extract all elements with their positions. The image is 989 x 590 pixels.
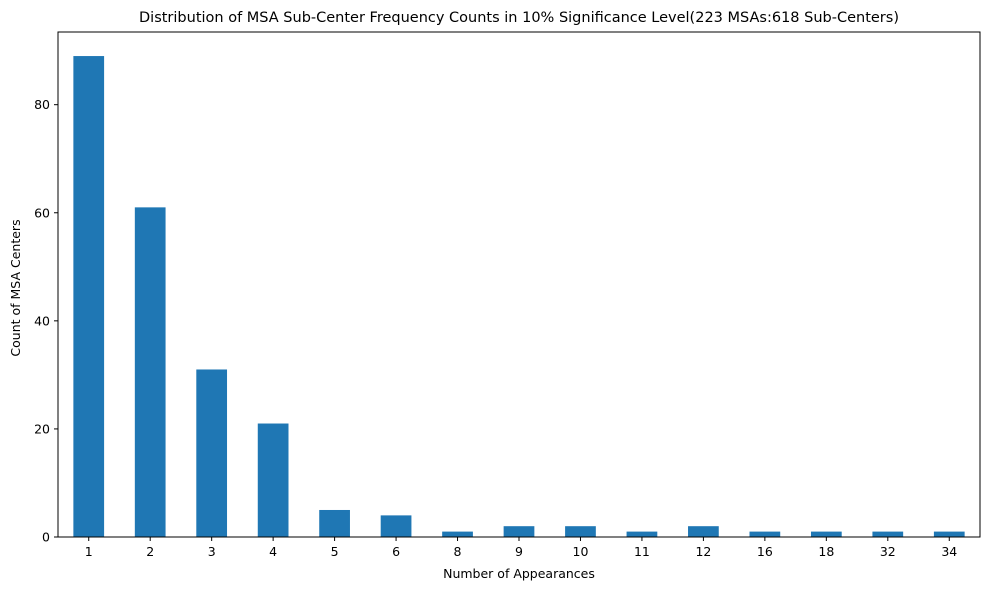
bar-32	[872, 531, 904, 537]
bar-3	[196, 369, 228, 537]
x-tick-label: 4	[269, 544, 277, 559]
x-tick-label: 34	[941, 544, 957, 559]
bar-4	[257, 423, 289, 537]
bar-10	[565, 526, 596, 537]
x-tick-label: 5	[331, 544, 339, 559]
bar-2	[134, 207, 166, 538]
x-tick-label: 11	[634, 544, 650, 559]
y-tick-label: 80	[34, 97, 50, 112]
bar-6	[380, 515, 412, 537]
y-axis-label: Count of MSA Centers	[8, 219, 23, 356]
x-tick-label: 9	[515, 544, 523, 559]
x-tick-label: 12	[695, 544, 711, 559]
bar-18	[810, 531, 842, 537]
x-tick-label: 2	[146, 544, 154, 559]
y-tick-label: 60	[34, 205, 50, 220]
bar-12	[688, 526, 719, 537]
y-tick-label: 20	[34, 421, 50, 436]
bar-34	[933, 531, 965, 537]
bar-1	[73, 56, 105, 538]
x-tick-label: 8	[454, 544, 462, 559]
x-tick-label: 16	[757, 544, 773, 559]
x-tick-label: 32	[880, 544, 896, 559]
bar-9	[503, 526, 535, 537]
x-tick-label: 3	[208, 544, 216, 559]
y-tick-label: 40	[34, 313, 50, 328]
x-tick-label: 1	[85, 544, 93, 559]
x-tick-label: 10	[573, 544, 589, 559]
chart-title: Distribution of MSA Sub-Center Frequency…	[139, 10, 899, 26]
bar-5	[319, 509, 350, 537]
x-tick-label: 18	[818, 544, 834, 559]
bar-16	[749, 531, 781, 537]
y-tick-label: 0	[42, 530, 50, 545]
x-tick-label: 6	[392, 544, 400, 559]
bar-11	[626, 531, 658, 537]
x-axis-label: Number of Appearances	[443, 566, 595, 581]
bar-8	[442, 531, 473, 537]
bars-layer	[73, 56, 965, 538]
